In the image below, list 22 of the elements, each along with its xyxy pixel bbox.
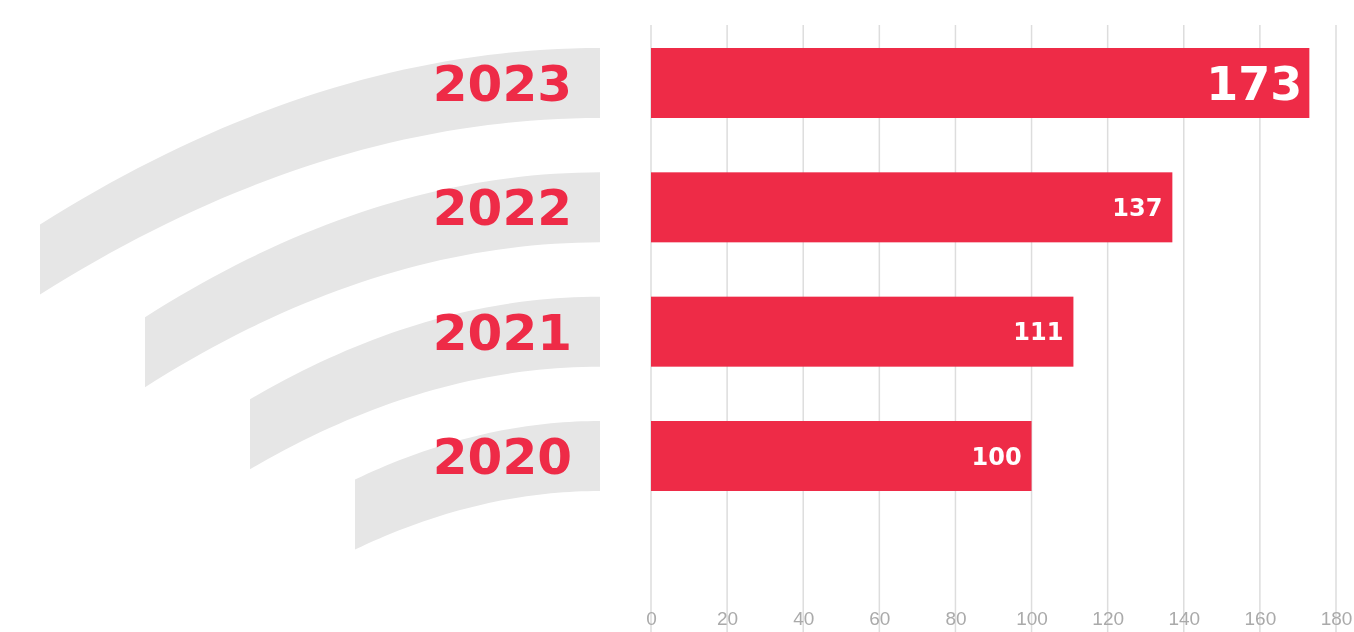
x-tick-label: 180 [1320, 607, 1353, 629]
x-tick-label: 140 [1168, 607, 1201, 629]
y-tick-label: 2022 [432, 179, 572, 238]
data-label: 137 [1112, 193, 1163, 222]
x-tick-label: 60 [869, 607, 891, 629]
x-tick-label: 20 [717, 607, 739, 629]
x-tick-label: 120 [1092, 607, 1125, 629]
x-tick-label: 0 [646, 607, 657, 629]
x-tick-label: 80 [945, 607, 967, 629]
data-label: 111 [1013, 318, 1064, 347]
y-tick-label: 2021 [432, 303, 572, 362]
bar [651, 296, 1074, 367]
x-tick-label: 160 [1244, 607, 1277, 629]
bar [651, 421, 1032, 491]
x-tick-label: 40 [793, 607, 815, 629]
data-label: 100 [971, 442, 1022, 471]
y-tick-label: 2020 [432, 428, 572, 486]
bar [651, 48, 1310, 118]
x-tick-label: 100 [1016, 607, 1048, 629]
y-tick-label: 2023 [432, 55, 572, 113]
data-label: 173 [1206, 56, 1303, 111]
bar [651, 172, 1173, 243]
